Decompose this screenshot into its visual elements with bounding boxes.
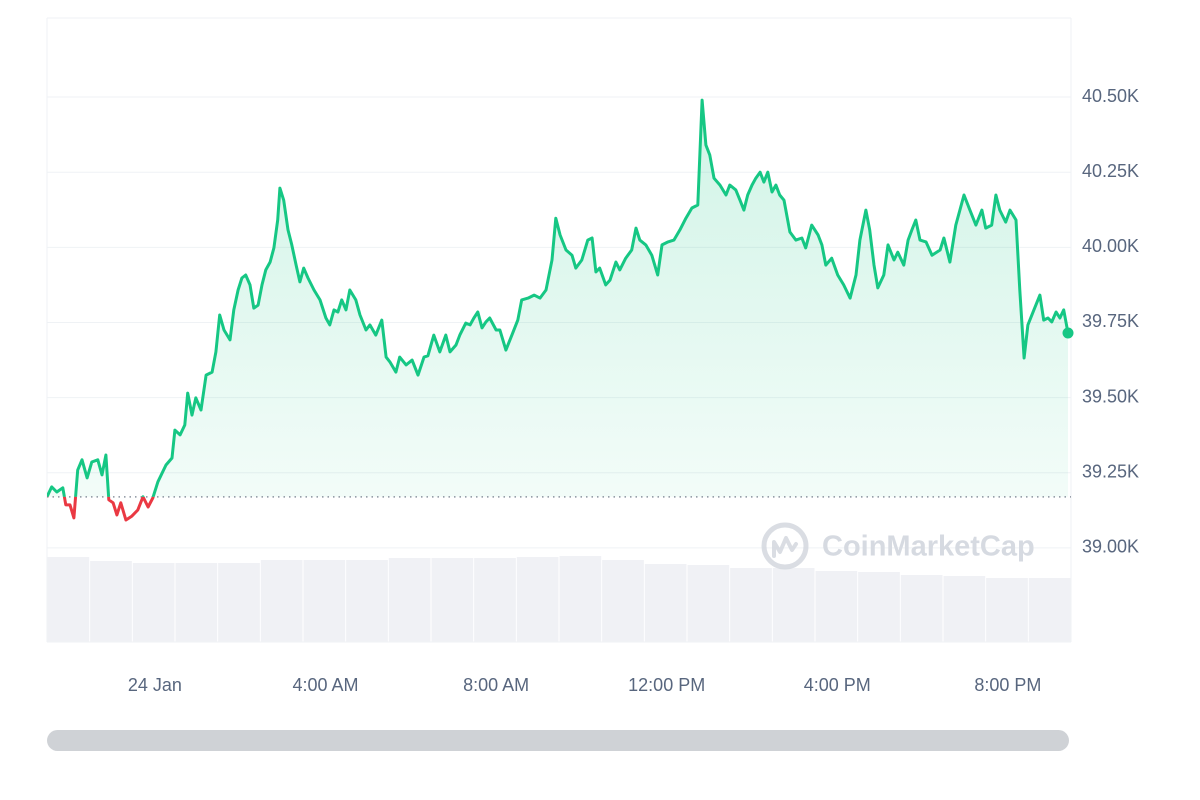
- volume-bar: [900, 575, 943, 642]
- volume-bar: [644, 564, 687, 642]
- volume-bar: [687, 565, 730, 642]
- scrollbar[interactable]: [47, 730, 1069, 751]
- volume-bar: [943, 576, 986, 642]
- plot: 39.00K 39.25K 39.50K 39.75K 40.00K 40.25K 40.5…: [47, 86, 1139, 695]
- volume-bar: [303, 560, 346, 642]
- y-tick-label: 40.00K: [1082, 236, 1139, 256]
- y-tick-label: 39.25K: [1082, 462, 1139, 482]
- volume-bar: [346, 560, 388, 642]
- y-tick-label: 39.75K: [1082, 311, 1139, 331]
- y-tick-label: 40.50K: [1082, 86, 1139, 106]
- x-tick-label: 12:00 PM: [628, 675, 705, 695]
- y-tick-label: 39.00K: [1082, 537, 1139, 557]
- x-tick-label: 8:00 AM: [463, 675, 529, 695]
- volume-bar: [260, 560, 303, 642]
- volume-bar: [431, 558, 474, 642]
- watermark-logo: [761, 522, 809, 570]
- volume-bar: [559, 556, 602, 642]
- last-point: [1062, 327, 1074, 339]
- volume-bar: [986, 578, 1028, 642]
- volume-bar: [218, 563, 260, 642]
- volume-bar: [90, 561, 132, 642]
- volume-bar: [815, 571, 858, 642]
- price-area: [47, 100, 1069, 497]
- volume-bar: [1028, 578, 1071, 642]
- x-tick-label: 24 Jan: [128, 675, 182, 695]
- volume-bar: [730, 568, 772, 642]
- volume-bar: [602, 560, 644, 642]
- volume-bar: [47, 557, 90, 642]
- volume-bar: [772, 568, 815, 642]
- volume-bar: [858, 572, 900, 642]
- x-tick-label: 4:00 AM: [292, 675, 358, 695]
- volume-bar: [132, 563, 175, 642]
- volume-bar: [474, 558, 516, 642]
- volume-bar: [388, 558, 431, 642]
- x-tick-label: 8:00 PM: [974, 675, 1041, 695]
- x-tick-label: 4:00 PM: [804, 675, 871, 695]
- y-tick-label: 40.25K: [1082, 161, 1139, 181]
- volume-bar: [516, 557, 559, 642]
- volume-bar: [175, 563, 218, 642]
- y-tick-label: 39.50K: [1082, 386, 1139, 406]
- watermark: CoinMarketCap: [822, 531, 1035, 563]
- price-line: [47, 98, 1070, 497]
